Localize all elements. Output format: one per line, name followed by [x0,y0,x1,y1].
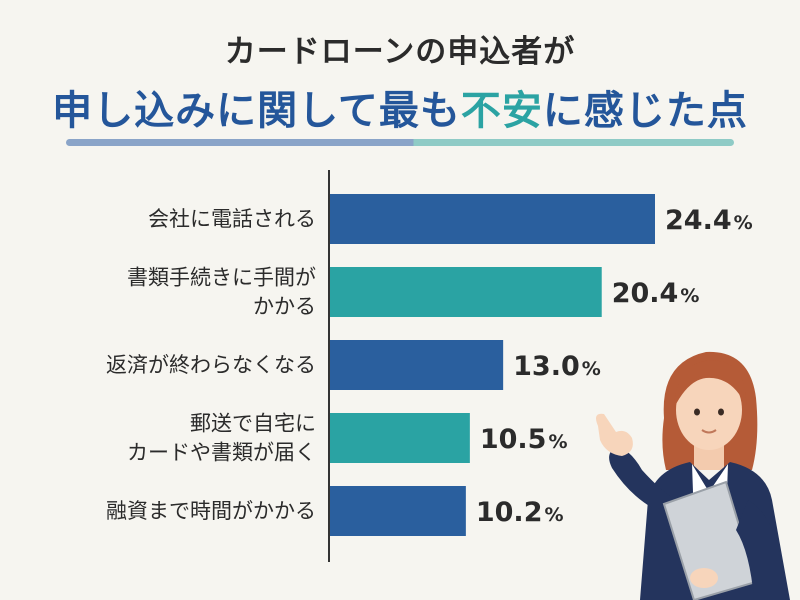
value-label-5: 10.2% [476,497,564,528]
title-underline [66,139,734,146]
bar-3 [330,340,504,390]
title-part-3: に感じた点 [542,88,748,134]
category-label-4-line1: 郵送で自宅に [190,412,316,436]
category-label-2-line2: かかる [253,295,316,319]
chart-title-line1: カードローンの申込者が [224,34,576,70]
title-part-highlight: 不安 [460,88,543,134]
value-label-4: 10.5% [480,424,568,455]
bar-2 [330,267,602,317]
bar-5 [330,486,466,536]
category-label-5: 融資まで時間がかかる [106,499,316,523]
value-label-2: 20.4% [612,278,700,309]
category-label-1: 会社に電話される [148,207,316,231]
title-part-1: 申し込みに関して最も [52,88,461,134]
category-label-3: 返済が終わらなくなる [106,353,316,377]
bar-4 [330,413,470,463]
category-label-2-line1: 書類手続きに手間が [127,266,316,290]
bar-1 [330,194,655,244]
value-label-1: 24.4% [665,205,753,236]
chart-title-line2: 申し込みに関して最も不安に感じた点 [0,78,800,136]
woman-presenting-illustration [596,351,790,600]
value-label-3: 13.0% [513,351,601,382]
category-label-4-line2: カードや書類が届く [127,441,316,465]
